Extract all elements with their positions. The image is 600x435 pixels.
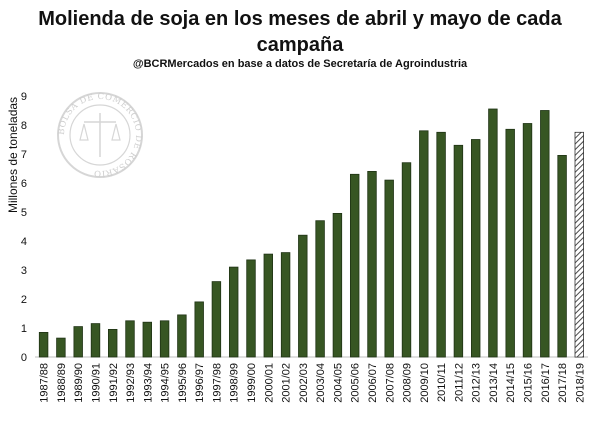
bar: [401, 162, 412, 358]
bar: [332, 212, 343, 358]
x-tick-label: 2012/13: [471, 363, 483, 403]
x-tick-label: 2008/09: [402, 363, 414, 403]
x-tick-label: 1994/95: [160, 363, 172, 403]
watermark-logo: BOLSA DE COMERCIO DE ROSARIO: [57, 92, 143, 178]
x-tick-label: 1995/96: [177, 363, 189, 403]
x-tick-label: 2003/04: [315, 363, 327, 403]
y-tick-label: 0: [21, 352, 27, 364]
x-tick-label: 1988/89: [56, 363, 68, 403]
x-tick-label: 2001/02: [281, 363, 293, 403]
bar: [298, 234, 308, 358]
bar: [557, 154, 567, 358]
x-tick-label: 1998/99: [229, 363, 241, 403]
bar: [488, 108, 498, 358]
bar: [315, 220, 325, 358]
bar: [436, 131, 446, 358]
bar-series: [38, 108, 585, 358]
bar: [246, 259, 256, 358]
x-tick-label: 1989/90: [73, 363, 85, 403]
x-tick-label: 1997/98: [212, 363, 224, 403]
x-tick-label: 1993/94: [142, 363, 154, 403]
x-tick-label: 2010/11: [436, 363, 448, 402]
bar: [263, 253, 274, 358]
y-tick-label: 9: [21, 91, 27, 103]
chart-title: Molienda de soja en los meses de abril y…: [38, 8, 562, 56]
x-tick-label: 2018/19: [574, 363, 586, 403]
y-tick-label: 2: [21, 294, 27, 306]
x-tick-label: 1996/97: [194, 363, 206, 403]
bar: [56, 337, 66, 358]
bar: [142, 321, 153, 358]
y-tick-label: 1: [21, 323, 27, 335]
x-tick-label: 2015/16: [523, 363, 535, 403]
x-tick-label: 2014/15: [505, 363, 517, 403]
y-tick-label: 3: [21, 265, 27, 277]
x-tick-label: 2002/03: [298, 363, 310, 403]
y-tick-label: 7: [21, 149, 27, 161]
bar: [194, 301, 204, 358]
bar: [574, 131, 585, 358]
chart-subtitle: @BCRMercados en base a datos de Secretar…: [132, 58, 468, 70]
bar: [349, 173, 360, 358]
bar: [90, 323, 101, 358]
bar: [125, 320, 135, 358]
x-axis: 1987/88 1988/89 1989/90 1990/91 1991/92 1992/…: [39, 363, 587, 403]
bar: [108, 328, 118, 358]
bar: [505, 128, 515, 358]
bar: [228, 266, 239, 358]
bar: [159, 320, 170, 358]
bar: [280, 252, 291, 358]
bar: [38, 331, 49, 358]
y-tick-label: 5: [21, 207, 27, 219]
x-tick-label: 2013/14: [488, 363, 500, 403]
x-tick-label: 2000/01: [263, 363, 275, 403]
x-tick-label: 1990/91: [91, 363, 103, 403]
x-tick-label: 2005/06: [350, 363, 362, 403]
bar: [177, 314, 187, 358]
bar: [540, 110, 550, 358]
x-tick-label: 1987/88: [39, 363, 51, 403]
x-tick-label: 2011/12: [453, 363, 465, 402]
x-tick-label: 2007/08: [384, 363, 396, 403]
x-tick-label: 2009/10: [419, 363, 431, 403]
bar: [367, 170, 377, 358]
bar: [453, 144, 464, 358]
bar: [522, 123, 533, 358]
y-tick-label: 6: [21, 178, 27, 190]
bar: [73, 326, 83, 358]
x-tick-label: 1999/00: [246, 363, 258, 403]
y-tick-label: 8: [21, 120, 27, 132]
bar: [470, 139, 481, 358]
x-tick-label: 1991/92: [108, 363, 120, 403]
y-tick-label: 4: [21, 236, 27, 248]
x-tick-label: 2016/17: [540, 363, 552, 403]
bar: [384, 179, 394, 358]
x-tick-label: 2006/07: [367, 363, 379, 403]
y-axis-label: Millones de toneladas: [6, 97, 20, 213]
x-tick-label: 2004/05: [332, 363, 344, 403]
x-tick-label: 2017/18: [557, 363, 569, 403]
bar: [419, 130, 429, 358]
bar: [211, 281, 222, 358]
x-tick-label: 1992/93: [125, 363, 137, 403]
